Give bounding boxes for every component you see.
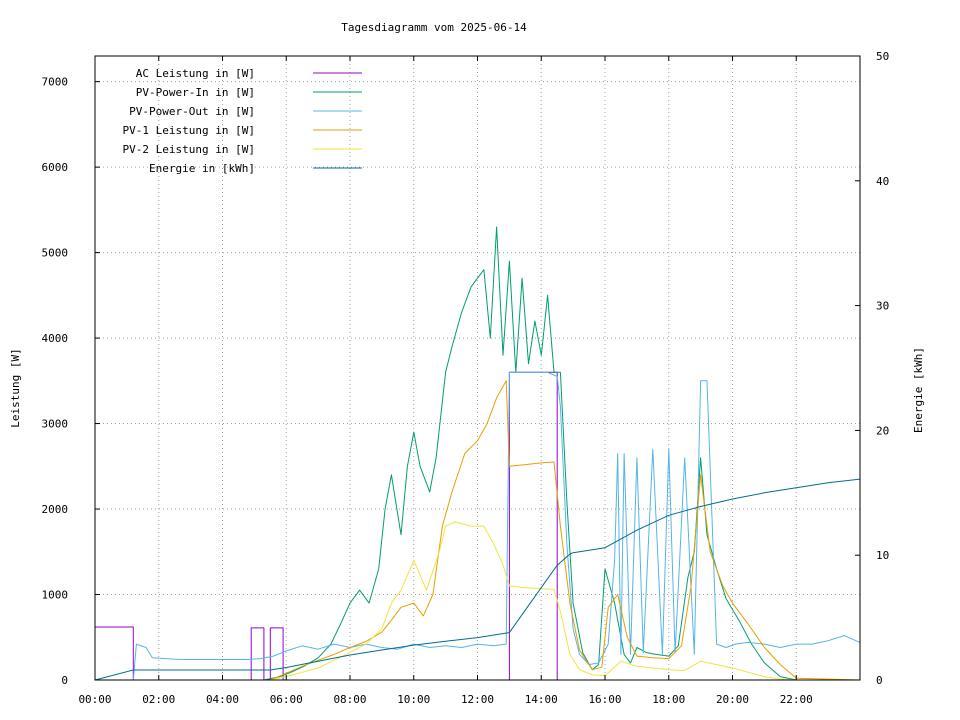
x-tick-label: 04:00 xyxy=(206,693,239,706)
series-line-2 xyxy=(95,226,860,681)
y-axis-label: Leistung [W] xyxy=(9,348,22,427)
y-tick-label: 4000 xyxy=(42,332,69,345)
y-tick-label: 1000 xyxy=(42,589,69,602)
chart-title: Tagesdiagramm vom 2025-06-14 xyxy=(341,21,527,34)
legend-entry-label: PV-Power-In in [W] xyxy=(136,86,255,99)
y-tick-label: 6000 xyxy=(42,161,69,174)
x-tick-label: 14:00 xyxy=(525,693,558,706)
legend: AC Leistung in [W] PV-Power-In in [W] PV-P… xyxy=(123,67,362,175)
y2-tick-label: 30 xyxy=(876,300,889,313)
y-tick-label: 2000 xyxy=(42,503,69,516)
y-tick-label: 3000 xyxy=(42,418,69,431)
x-tick-label: 00:00 xyxy=(78,693,111,706)
x-tick-label: 02:00 xyxy=(142,693,175,706)
series-line-4 xyxy=(95,380,861,681)
x-tick-label: 22:00 xyxy=(780,693,813,706)
y2-tick-label: 40 xyxy=(876,175,889,188)
x-tick-label: 06:00 xyxy=(270,693,303,706)
y-tick-label: 0 xyxy=(61,674,68,687)
y2-axis-label: Energie [kWh] xyxy=(912,347,925,433)
x-tick-label: 20:00 xyxy=(716,693,749,706)
axis-ticks: 00:00 02:00 04:00 06:00 08:00 10:00 12:00 14:00… xyxy=(42,50,890,706)
y2-tick-label: 20 xyxy=(876,424,889,437)
series-line-6 xyxy=(94,478,861,681)
legend-entry-label: PV-1 Leistung in [W] xyxy=(123,124,255,137)
grid xyxy=(95,56,860,680)
y-tick-label: 7000 xyxy=(42,76,69,89)
x-tick-label: 18:00 xyxy=(652,693,685,706)
x-tick-label: 08:00 xyxy=(333,693,366,706)
y2-tick-label: 10 xyxy=(876,549,889,562)
legend-entry-label: PV-2 Leistung in [W] xyxy=(123,143,255,156)
legend-entry-label: Energie in [kWh] xyxy=(149,162,255,175)
series-line-5 xyxy=(95,521,860,681)
x-tick-label: 12:00 xyxy=(461,693,494,706)
series-line-3 xyxy=(95,371,861,681)
legend-entry-label: PV-Power-Out in [W] xyxy=(129,105,255,118)
x-tick-label: 10:00 xyxy=(397,693,430,706)
y2-tick-label: 50 xyxy=(876,50,889,63)
y2-tick-label: 0 xyxy=(876,674,883,687)
legend-entry-label: AC Leistung in [W] xyxy=(136,67,255,80)
y-tick-label: 5000 xyxy=(42,247,69,260)
x-tick-label: 16:00 xyxy=(588,693,621,706)
